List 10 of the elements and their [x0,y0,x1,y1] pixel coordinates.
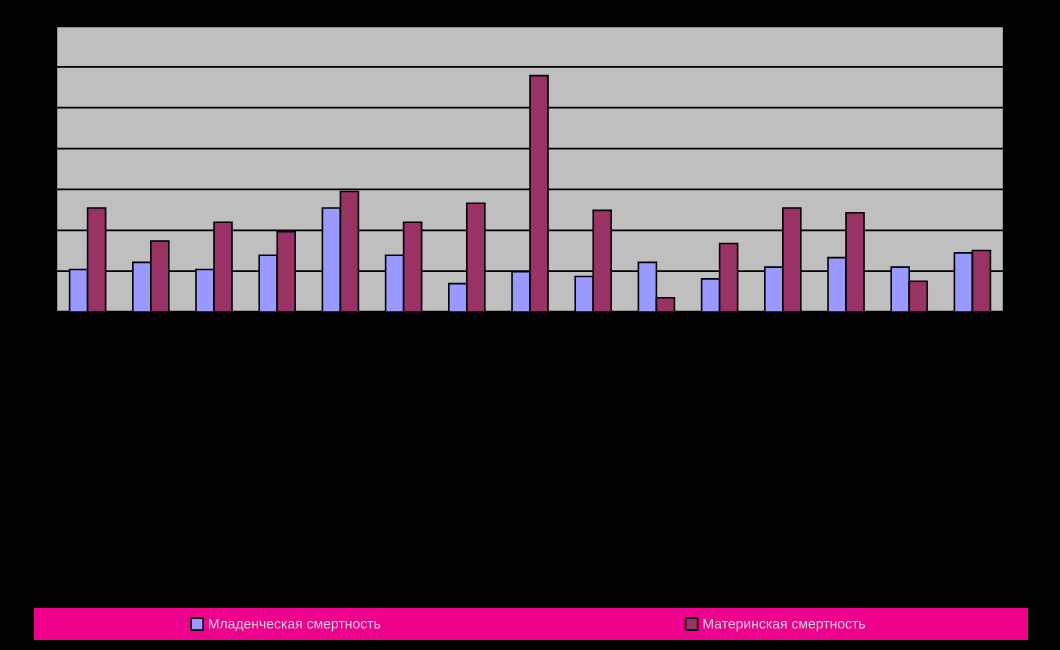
bar [402,221,423,312]
bar [718,242,739,312]
bar [321,207,342,312]
bar [971,249,992,312]
bar [953,252,974,312]
bar [384,254,405,312]
bar [68,268,89,312]
bar [339,190,360,312]
bar [86,207,107,312]
bar [637,261,658,312]
